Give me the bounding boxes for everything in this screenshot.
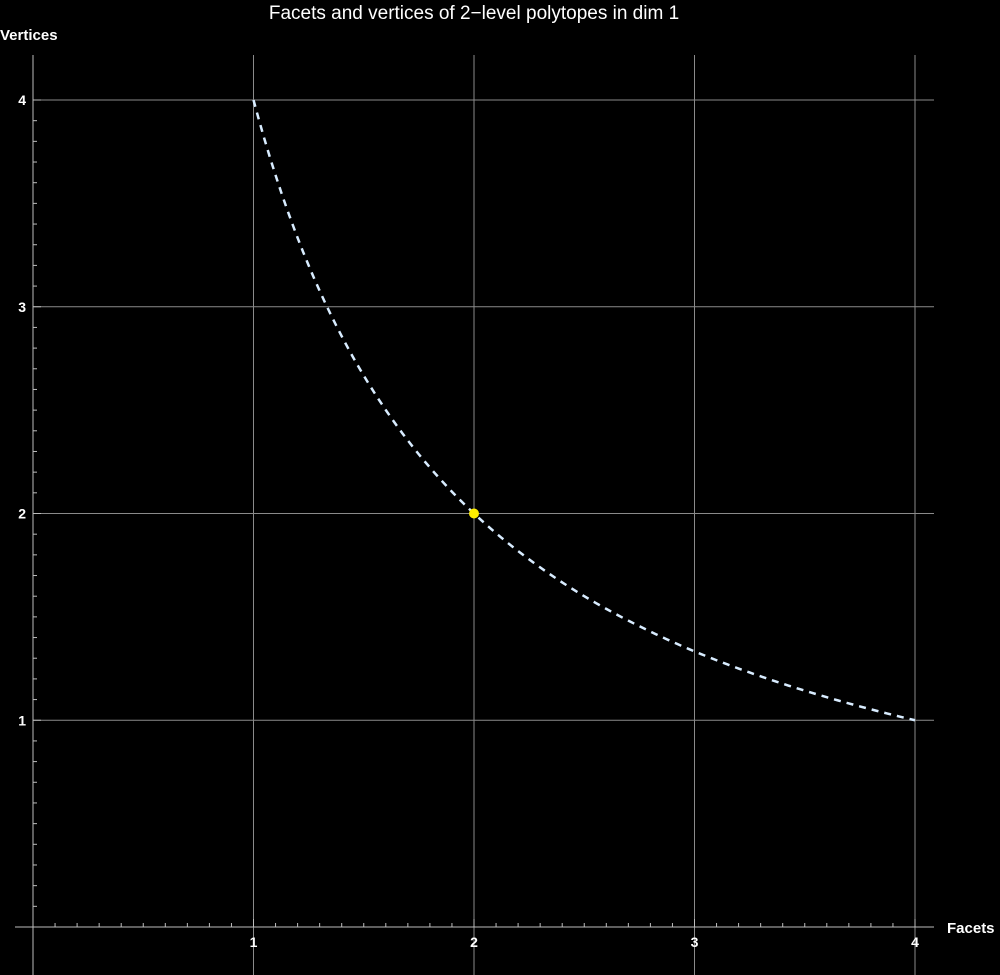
chart-title: Facets and vertices of 2−level polytopes… — [269, 3, 679, 24]
series-curve — [252, 99, 916, 722]
grid — [33, 55, 934, 975]
data-point — [469, 508, 479, 519]
y-tick-label: 2 — [18, 506, 26, 522]
y-tick-label: 1 — [18, 712, 26, 728]
y-axis-label: Vertices — [0, 27, 58, 44]
x-tick-label: 4 — [911, 934, 919, 950]
y-tick-label: 3 — [18, 299, 26, 315]
ticks: 1 2 3 4 1 2 3 4 — [18, 92, 919, 950]
x-axis-label: Facets — [947, 920, 995, 937]
x-tick-label: 2 — [470, 934, 478, 950]
x-tick-label: 1 — [250, 934, 258, 950]
y-tick-label: 4 — [18, 92, 26, 108]
x-tick-label: 3 — [691, 934, 699, 950]
series-layer — [252, 99, 916, 722]
